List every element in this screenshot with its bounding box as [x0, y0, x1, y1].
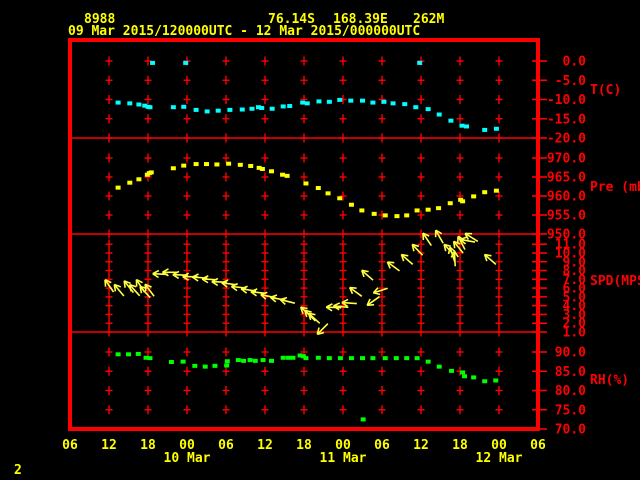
svg-text:75.0: 75.0: [555, 403, 586, 418]
svg-text:00: 00: [179, 438, 195, 453]
wind-arrow: [162, 268, 178, 277]
svg-text:-10.0: -10.0: [547, 93, 586, 108]
svg-text:955.0: 955.0: [547, 209, 586, 224]
wind-arrow: [341, 298, 357, 308]
svg-text:11.0: 11.0: [555, 238, 586, 253]
svg-text:6.0: 6.0: [563, 282, 587, 297]
wind-arrow-series: [104, 229, 497, 336]
svg-text:2.0: 2.0: [563, 317, 587, 332]
svg-text:85.0: 85.0: [555, 365, 586, 380]
wind-arrow: [279, 296, 296, 305]
wind-arrow: [316, 323, 329, 336]
svg-text:12: 12: [101, 438, 117, 453]
svg-text:-15.0: -15.0: [547, 112, 586, 127]
svg-text:06: 06: [374, 438, 390, 453]
wind-arrow: [372, 287, 388, 296]
svg-text:18: 18: [296, 438, 312, 453]
wind-arrow: [400, 253, 414, 265]
page-number: 2: [14, 463, 22, 478]
pressure-series: [115, 161, 499, 219]
wind-arrow: [422, 232, 432, 247]
svg-text:10 Mar: 10 Mar: [164, 451, 211, 466]
wind-arrow: [325, 303, 342, 312]
svg-text:18: 18: [140, 438, 156, 453]
svg-text:80.0: 80.0: [555, 384, 586, 399]
svg-text:7.0: 7.0: [563, 273, 587, 288]
time-axis-labels: 06 12 18 00 06 12 18 00 06 12 18 00 06 10 Mar 11 Mar 12…: [62, 438, 546, 466]
station-latitude: 76.14S: [268, 12, 315, 27]
svg-text:-20.0: -20.0: [547, 132, 586, 147]
grid-relative_humidity: 90.0 85.0 80.0 75.0 70.0 RH(%): [105, 346, 629, 438]
wind-arrow: [123, 280, 135, 294]
svg-text:3.0: 3.0: [563, 308, 587, 323]
wind-arrow: [483, 253, 497, 265]
wind-arrow: [361, 269, 374, 281]
wind-arrow: [386, 261, 400, 272]
temperature-series: [115, 60, 499, 132]
wind-arrow: [113, 283, 125, 297]
wind-arrow: [459, 236, 476, 245]
svg-text:06: 06: [218, 438, 234, 453]
svg-text:00: 00: [491, 438, 507, 453]
svg-text:11 Mar: 11 Mar: [320, 451, 367, 466]
svg-text:1.0: 1.0: [563, 326, 587, 341]
svg-text:9.0: 9.0: [563, 255, 587, 270]
wind-arrow: [144, 283, 155, 297]
wind-arrow: [366, 296, 380, 307]
svg-text:4.0: 4.0: [563, 299, 587, 314]
wind-arrow: [464, 232, 479, 243]
svg-text:-5.0: -5.0: [555, 74, 586, 89]
svg-text:06: 06: [62, 438, 78, 453]
svg-text:950.0: 950.0: [547, 228, 586, 243]
wind-arrow: [411, 243, 424, 256]
svg-text:SPD(MPS): SPD(MPS): [590, 274, 640, 289]
wind-arrow: [104, 279, 115, 293]
wind-arrow: [307, 312, 321, 324]
svg-text:Pre (mb): Pre (mb): [590, 180, 640, 195]
svg-text:T(C): T(C): [590, 83, 621, 98]
svg-text:12: 12: [257, 438, 273, 453]
svg-text:8.0: 8.0: [563, 264, 587, 279]
station-id: 8988: [84, 12, 116, 27]
svg-text:06: 06: [530, 438, 546, 453]
svg-text:5.0: 5.0: [563, 290, 587, 305]
wind-arrow: [128, 283, 141, 297]
svg-text:RH(%): RH(%): [590, 373, 629, 388]
svg-text:12: 12: [413, 438, 429, 453]
station-longitude: 168.39E: [333, 12, 388, 27]
wind-arrow: [332, 302, 349, 311]
wind-arrow: [452, 240, 464, 254]
plot-frame: [68, 38, 540, 431]
svg-text:18: 18: [452, 438, 468, 453]
svg-text:12 Mar: 12 Mar: [476, 451, 523, 466]
svg-text:10.0: 10.0: [555, 246, 586, 261]
time-range-label: 09 Mar 2015/120000UTC - 12 Mar 2015/0000…: [68, 24, 421, 39]
wind-arrow: [348, 286, 363, 297]
station-elevation: 262M: [413, 12, 445, 27]
svg-text:70.0: 70.0: [555, 423, 586, 438]
relative_humidity-series: [115, 351, 499, 422]
svg-text:90.0: 90.0: [555, 346, 586, 361]
svg-text:965.0: 965.0: [547, 171, 586, 186]
svg-text:0.0: 0.0: [563, 55, 587, 70]
wind-arrow: [450, 250, 459, 267]
wind-arrow: [434, 229, 444, 244]
svg-text:970.0: 970.0: [547, 152, 586, 167]
grid-wind_speed: 11.010.09.08.07.06.05.04.03.02.01.0 SPD(M…: [105, 238, 640, 341]
svg-text:960.0: 960.0: [547, 190, 586, 205]
svg-text:00: 00: [335, 438, 351, 453]
